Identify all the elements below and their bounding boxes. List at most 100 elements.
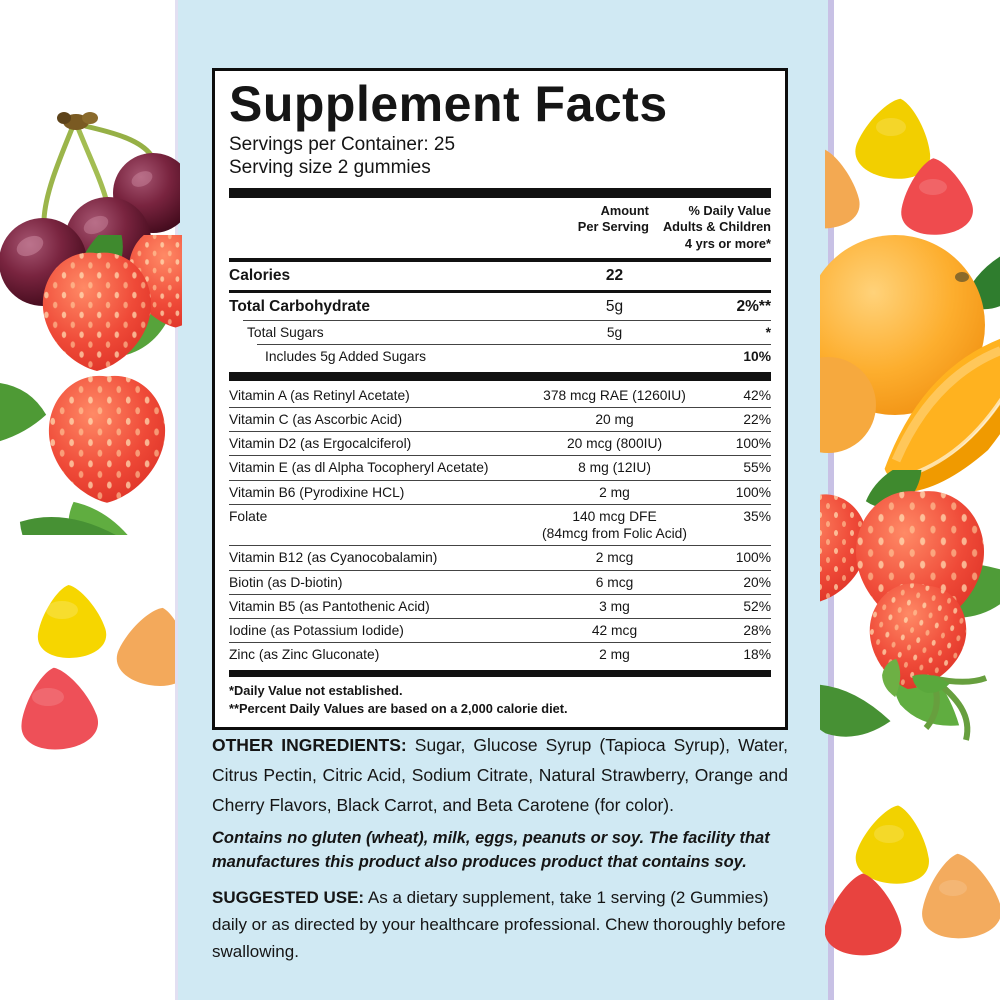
other-ingredients-text: Sugar, Glucose Syrup (Tapioca Syrup), Wa… [212, 735, 788, 816]
nutrient-amount: 5g [605, 297, 624, 315]
gummies-bottom-right-image [825, 801, 1000, 956]
divider [229, 187, 771, 198]
serving-size: Serving size 2 gummies [229, 156, 431, 178]
divider [229, 618, 771, 620]
nutrient-name: Zinc (as Zinc Gluconate) [229, 647, 380, 663]
nutrient-name: Vitamin E (as dl Alpha Tocopheryl Acetat… [229, 460, 489, 476]
nutrient-name: Total Carbohydrate [229, 297, 370, 315]
table-row: Vitamin E (as dl Alpha Tocopheryl Acetat… [229, 456, 771, 479]
suggested-use-label: SUGGESTED USE: [212, 888, 365, 907]
nutrient-name: Biotin (as D-biotin) [229, 574, 343, 590]
suggested-use-paragraph: SUGGESTED USE: As a dietary supplement, … [212, 884, 788, 966]
divider [229, 289, 771, 293]
servings-per-container: Servings per Container: 25 [229, 134, 456, 155]
nutrient-amount: 378 mcg RAE (1260IU) [543, 387, 686, 403]
nutrient-dv: 100% [735, 436, 771, 452]
table-row: Total Carbohydrate 5g 2%** [229, 293, 771, 320]
table-row: Total Sugars 5g * [229, 321, 771, 344]
nutrient-dv: 2%** [736, 297, 771, 315]
nutrient-dv: 52% [743, 598, 771, 614]
nutrient-name: Vitamin B6 (Pyrodixine HCL) [229, 484, 405, 500]
allergen-statement: Contains no gluten (wheat), milk, eggs, … [212, 829, 770, 871]
nutrient-name: Includes 5g Added Sugars [265, 349, 427, 365]
nutrient-dv: 100% [735, 484, 771, 500]
nutrient-amount: 6 mcg [595, 574, 634, 590]
page-title: Supplement Facts [229, 76, 668, 132]
table-row: Calories 22 [229, 262, 771, 289]
nutrient-dv: 22% [743, 411, 771, 427]
nutrient-name: Iodine (as Potassium Iodide) [229, 623, 404, 639]
table-row: Biotin (as D-biotin) 6 mcg 20% [229, 571, 771, 594]
divider [229, 569, 771, 571]
table-row: Vitamin B5 (as Pantothenic Acid) 3 mg 52% [229, 595, 771, 618]
supplement-facts-box: Supplement Facts Servings per Container:… [212, 68, 788, 730]
nutrient-amount: 5g [606, 325, 623, 341]
nutrient-dv: 55% [743, 460, 771, 476]
gummies-left-image [15, 582, 175, 754]
nutrient-name: Vitamin B5 (as Pantothenic Acid) [229, 598, 430, 614]
nutrient-name: Vitamin B12 (as Cyanocobalamin) [229, 550, 438, 566]
divider [229, 593, 771, 595]
daily-value-header: % Daily Value Adults & Children 4 yrs or… [662, 202, 771, 251]
nutrient-name: Folate [229, 508, 268, 524]
column-headers: Amount Per Serving % Daily Value Adults … [229, 198, 771, 259]
table-row: Vitamin B12 (as Cyanocobalamin) 2 mcg 100% [229, 546, 771, 569]
nutrient-dv: 42% [743, 387, 771, 403]
table-row: Folate 140 mcg DFE (84mcg from Folic Acid… [229, 505, 771, 545]
nutrient-name: Vitamin C (as Ascorbic Acid) [229, 411, 403, 427]
nutrient-dv: 35% [743, 508, 771, 524]
divider [229, 406, 771, 408]
orange-image [820, 235, 1000, 493]
divider [257, 344, 771, 346]
nutrient-amount: 8 mg (12IU) [578, 460, 651, 476]
strawberries-right-image [820, 470, 1000, 750]
nutrient-amount: 20 mg [595, 411, 634, 427]
nutrient-amount: 22 [605, 267, 624, 285]
nutrient-dv: * [765, 325, 771, 341]
divider [243, 320, 771, 322]
divider [229, 545, 771, 547]
nutrient-rows: Calories 22 Total Carbohydrate 5g 2%** Total … [229, 262, 771, 677]
divider [229, 371, 771, 381]
cherries-image [0, 112, 180, 306]
other-ingredients-label: OTHER INGREDIENTS: [212, 735, 407, 755]
table-row: Vitamin B6 (Pyrodixine HCL) 2 mg 100% [229, 481, 771, 504]
amount-per-serving-header: Amount Per Serving [577, 202, 649, 235]
nutrient-dv: 100% [735, 550, 771, 566]
nutrient-name: Calories [229, 267, 291, 285]
strawberries-left-image [0, 235, 182, 535]
divider [229, 642, 771, 644]
other-ingredients-paragraph: OTHER INGREDIENTS: Sugar, Glucose Syrup … [212, 730, 788, 820]
table-row: Iodine (as Potassium Iodide) 42 mcg 28% [229, 619, 771, 642]
table-row: Zinc (as Zinc Gluconate) 2 mg 18% [229, 643, 771, 666]
nutrient-dv: 20% [743, 574, 771, 590]
nutrient-amount: 3 mg [599, 598, 630, 614]
nutrient-name: Total Sugars [247, 325, 324, 341]
footnote: *Daily Value not established. [229, 682, 403, 698]
nutrient-name: Vitamin A (as Retinyl Acetate) [229, 387, 410, 403]
divider [229, 431, 771, 433]
nutrient-amount: 2 mg [599, 647, 630, 663]
divider [229, 479, 771, 481]
table-row: Includes 5g Added Sugars 10% [229, 345, 771, 368]
divider [229, 258, 771, 263]
divider [229, 455, 771, 457]
nutrient-dv: 28% [743, 623, 771, 639]
nutrient-amount: 2 mg [599, 484, 630, 500]
divider [229, 503, 771, 505]
nutrient-amount: 140 mcg DFE (84mcg from Folic Acid) [542, 508, 687, 542]
footnote: **Percent Daily Values are based on a 2,… [229, 701, 568, 717]
nutrient-amount: 20 mcg (800IU) [566, 436, 663, 452]
table-row: Vitamin C (as Ascorbic Acid) 20 mg 22% [229, 408, 771, 431]
table-row: Vitamin A (as Retinyl Acetate) 378 mcg RA… [229, 384, 771, 407]
nutrient-dv: 10% [743, 349, 771, 365]
nutrient-amount: 42 mcg [591, 623, 638, 639]
divider [229, 669, 771, 677]
nutrient-amount: 2 mcg [595, 550, 634, 566]
nutrient-name: Vitamin D2 (as Ergocalciferol) [229, 436, 412, 452]
suggested-use-text: As a dietary supplement, take 1 serving … [212, 888, 786, 962]
gummies-top-right-image [825, 93, 975, 238]
table-row: Vitamin D2 (as Ergocalciferol) 20 mcg (80… [229, 432, 771, 455]
nutrient-dv: 18% [743, 647, 771, 663]
